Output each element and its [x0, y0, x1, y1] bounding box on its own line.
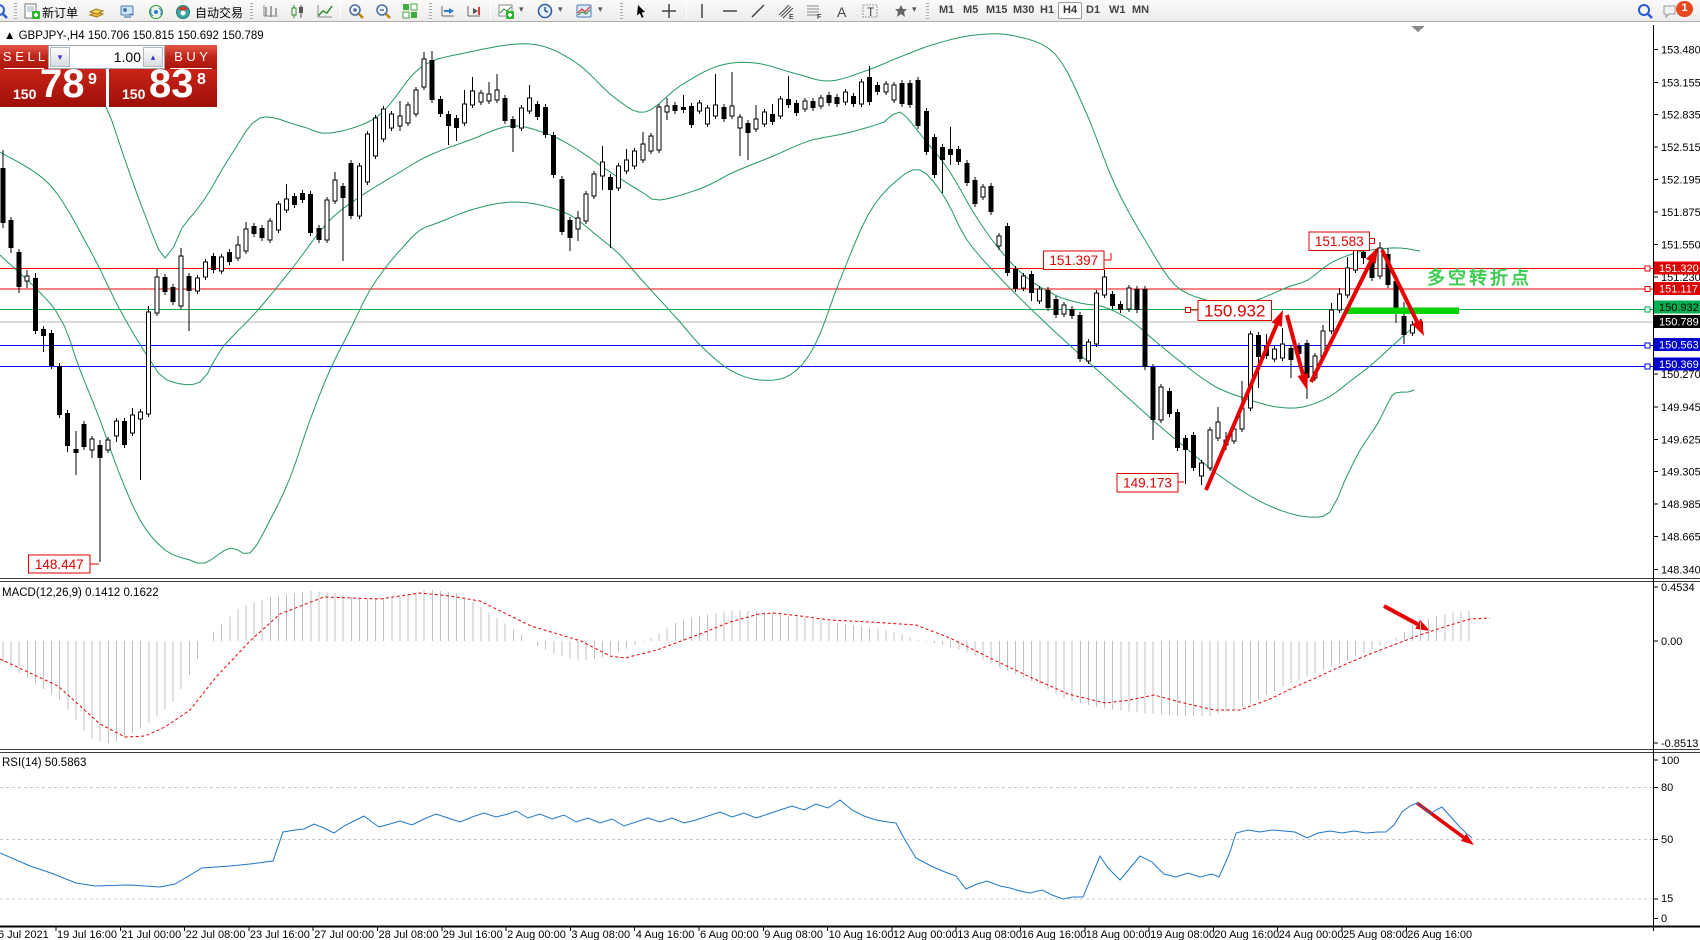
svg-text:152.515: 152.515	[1661, 142, 1700, 154]
svg-text:E: E	[789, 14, 794, 20]
svg-text:26 Aug 16:00: 26 Aug 16:00	[1407, 929, 1472, 940]
svg-text:148.985: 148.985	[1661, 499, 1700, 511]
svg-text:16 Aug 16:00: 16 Aug 16:00	[1022, 929, 1087, 940]
svg-text:0.4534: 0.4534	[1661, 582, 1695, 594]
svg-text:50: 50	[1661, 834, 1673, 846]
svg-text:149.305: 149.305	[1661, 467, 1700, 479]
svg-text:F: F	[817, 14, 821, 20]
svg-text:150.789: 150.789	[1659, 317, 1699, 329]
svg-text:150.270: 150.270	[1661, 369, 1700, 381]
svg-text:4 Aug 16:00: 4 Aug 16:00	[636, 929, 695, 940]
svg-text:27 Jul 00:00: 27 Jul 00:00	[314, 929, 374, 940]
svg-text:19 Jul 16:00: 19 Jul 16:00	[57, 929, 117, 940]
svg-text:80: 80	[1661, 782, 1673, 794]
svg-text:151.320: 151.320	[1659, 263, 1699, 275]
svg-text:19 Aug 08:00: 19 Aug 08:00	[1150, 929, 1215, 940]
svg-text:RSI(14) 50.5863: RSI(14) 50.5863	[2, 757, 86, 769]
svg-text:12 Aug 00:00: 12 Aug 00:00	[893, 929, 958, 940]
svg-text:24 Aug 00:00: 24 Aug 00:00	[1279, 929, 1344, 940]
svg-text:150.932: 150.932	[1204, 302, 1265, 321]
svg-text:-0.8513: -0.8513	[1661, 738, 1698, 750]
svg-text:148.447: 148.447	[35, 557, 84, 572]
svg-text:多空转折点: 多空转折点	[1427, 267, 1532, 288]
svg-text:149.173: 149.173	[1123, 476, 1172, 491]
svg-text:20 Aug 16:00: 20 Aug 16:00	[1214, 929, 1279, 940]
svg-text:21 Jul 00:00: 21 Jul 00:00	[121, 929, 181, 940]
svg-text:152.835: 152.835	[1661, 110, 1700, 122]
svg-text:151.117: 151.117	[1659, 284, 1698, 296]
svg-text:A: A	[837, 4, 847, 20]
svg-text:100: 100	[1661, 755, 1679, 767]
svg-text:150.563: 150.563	[1659, 340, 1699, 352]
svg-text:18 Aug 00:00: 18 Aug 00:00	[1086, 929, 1151, 940]
svg-text:149.625: 149.625	[1661, 434, 1700, 446]
svg-text:22 Jul 08:00: 22 Jul 08:00	[186, 929, 246, 940]
svg-text:28 Jul 08:00: 28 Jul 08:00	[379, 929, 439, 940]
svg-text:23 Jul 16:00: 23 Jul 16:00	[250, 929, 310, 940]
svg-text:149.945: 149.945	[1661, 402, 1700, 414]
svg-text:15: 15	[1661, 893, 1673, 905]
svg-text:MACD(12,26,9) 0.1412 0.1622: MACD(12,26,9) 0.1412 0.1622	[2, 587, 159, 599]
svg-text:6 Aug 00:00: 6 Aug 00:00	[700, 929, 759, 940]
svg-text:25 Aug 08:00: 25 Aug 08:00	[1343, 929, 1408, 940]
svg-text:29 Jul 16:00: 29 Jul 16:00	[443, 929, 503, 940]
svg-text:148.665: 148.665	[1661, 531, 1700, 543]
svg-text:151.397: 151.397	[1049, 253, 1098, 268]
svg-text:3 Aug 08:00: 3 Aug 08:00	[571, 929, 630, 940]
svg-text:153.480: 153.480	[1661, 45, 1700, 57]
svg-text:2 Aug 00:00: 2 Aug 00:00	[507, 929, 566, 940]
svg-text:148.340: 148.340	[1661, 564, 1700, 576]
svg-text:T: T	[867, 5, 875, 19]
svg-text:13 Aug 08:00: 13 Aug 08:00	[957, 929, 1022, 940]
svg-text:151.230: 151.230	[1661, 272, 1700, 284]
svg-text:152.195: 152.195	[1661, 175, 1700, 187]
svg-text:150.369: 150.369	[1659, 359, 1699, 371]
svg-text:151.550: 151.550	[1661, 240, 1700, 252]
svg-text:151.583: 151.583	[1315, 234, 1364, 249]
svg-text:0.00: 0.00	[1661, 636, 1682, 648]
svg-text:150.932: 150.932	[1659, 302, 1699, 314]
svg-text:151.875: 151.875	[1661, 207, 1700, 219]
svg-text:6 Jul 2021: 6 Jul 2021	[0, 929, 49, 940]
svg-text:▲ GBPJPY-,H4 150.706 150.815: ▲ GBPJPY-,H4 150.706 150.815 150.692 150…	[4, 30, 264, 42]
svg-text:9 Aug 08:00: 9 Aug 08:00	[764, 929, 823, 940]
svg-text:153.155: 153.155	[1661, 77, 1700, 89]
svg-text:10 Aug 16:00: 10 Aug 16:00	[829, 929, 894, 940]
svg-text:0: 0	[1661, 913, 1667, 925]
